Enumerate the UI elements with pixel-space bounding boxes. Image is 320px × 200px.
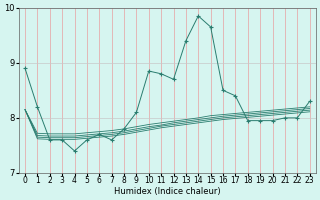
X-axis label: Humidex (Indice chaleur): Humidex (Indice chaleur) [114, 187, 221, 196]
